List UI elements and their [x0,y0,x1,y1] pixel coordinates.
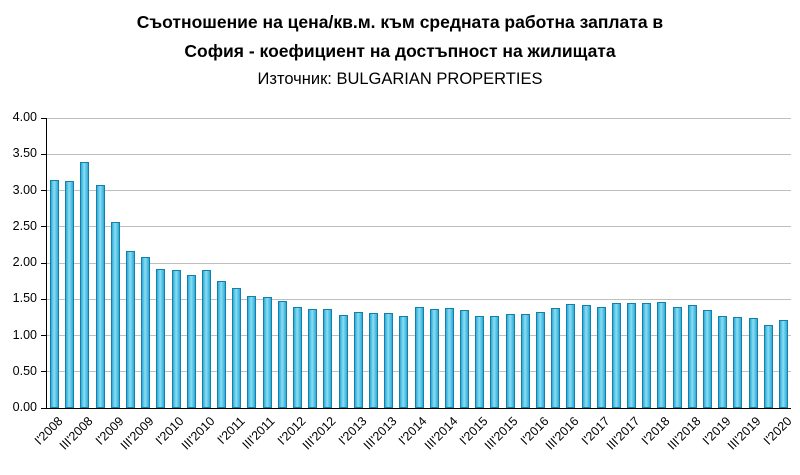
y-axis-tickmark [41,262,47,264]
y-axis-tickmark [41,407,47,409]
bar-II'2017 [611,302,621,408]
bar-III'2016 [566,304,576,408]
y-tick-label: 1.50 [12,291,37,306]
bar-IV'2017 [642,302,652,408]
y-tick-label: 2.50 [12,218,37,233]
bar-I'2008 [50,179,60,408]
bar-I'2020 [778,319,788,408]
bar-II'2008 [65,181,75,408]
bar-II'2009 [126,250,135,408]
bar-IV'2019 [763,324,773,408]
bar-I'2017 [596,306,606,408]
bar-IV'2009 [156,268,166,408]
bar-III'2012 [323,309,333,408]
y-tick-label: 3.50 [12,146,37,161]
bar-II'2018 [672,306,682,408]
bar-II'2016 [551,307,561,408]
x-axis: I'2008 III'2008 I'2009 III'2009 I'2010 III'20… [32,410,795,474]
y-axis-tickmark [41,117,47,119]
bar-IV'2013 [399,315,409,408]
bar-IV'2012 [338,315,348,408]
bar-IV'2014 [460,310,470,408]
gridline [47,226,791,228]
bar-III'2019 [748,318,758,408]
y-tick-label: 3.00 [12,182,37,197]
bar-II'2011 [247,295,257,408]
x-tick-label: III'2019 [725,414,764,453]
y-tick-label: 2.00 [12,255,37,269]
bar-I'2010 [171,270,181,408]
x-tick-label: III'2015 [482,414,522,453]
bar-III'2009 [141,257,151,408]
chart-title-line-1: Съотношение на цена/кв.м. към средната р… [136,12,664,32]
bar-I'2009 [110,222,120,408]
bar-III'2008 [80,161,90,408]
bar-IV'2008 [95,185,105,408]
x-tick-label: III'2018 [664,414,704,453]
gridline [47,190,791,191]
y-axis: 0.00 0.50 1.00 1.50 2.00 2.50 3.00 3.50 4.00 [0,110,40,414]
y-tick-label: 0.00 [12,400,37,414]
y-axis-tickmark [41,153,47,155]
y-axis-tickmark [41,335,47,336]
y-tick-label: 4.00 [12,110,37,124]
bar-IV'2011 [277,300,287,408]
bar-III'2015 [505,313,515,408]
bar-II'2014 [429,308,439,408]
chart-title-block: Съотношение на цена/кв.м. към средната р… [0,0,800,93]
y-tick-label: 0.50 [12,363,37,378]
y-axis-tickmark [41,190,47,191]
bar-IV'2015 [520,313,530,408]
bar-I'2013 [353,312,363,408]
bar-III'2018 [687,305,697,408]
bar-III'2017 [627,302,637,408]
y-axis-tickmark [41,226,47,228]
bar-II'2012 [308,308,318,408]
bar-II'2015 [490,315,500,408]
bar-II'2010 [186,274,196,408]
bar-III'2010 [201,270,211,408]
y-tick-label: 1.00 [12,327,37,342]
bar-IV'2016 [581,305,591,408]
x-tick-label: III'2012 [300,414,339,453]
bar-IV'2018 [702,310,712,408]
gridline [47,117,791,119]
x-tick-label: III'2010 [178,414,218,453]
gridline [47,262,791,264]
y-axis-tickmark [41,371,47,373]
bar-I'2011 [232,288,242,408]
chart-source-label: Източник: BULGARIAN PROPERTIES [257,70,543,88]
chart-title-line-2: София - коефициент на достъпност на жили… [184,41,616,61]
x-tick-label: III'2014 [421,414,461,453]
bar-I'2016 [535,312,545,408]
bar-I'2015 [475,315,485,408]
x-tick-label: III'2011 [240,414,279,452]
gridline [47,153,791,155]
y-axis-tickmark [41,298,47,300]
bar-III'2011 [262,297,272,408]
bar-IV'2010 [217,281,227,408]
plot-area [41,117,791,409]
x-tick-label: III'2008 [57,414,96,453]
bar-II'2019 [733,317,743,408]
bar-II'2013 [368,313,378,408]
x-tick-label: I'2020 [760,414,795,448]
bar-III'2013 [384,313,394,408]
bar-I'2019 [718,315,728,408]
bar-III'2014 [444,307,454,408]
gridline [47,298,791,300]
bar-I'2012 [293,306,303,408]
bar-I'2018 [657,302,667,408]
bar-I'2014 [414,306,424,408]
